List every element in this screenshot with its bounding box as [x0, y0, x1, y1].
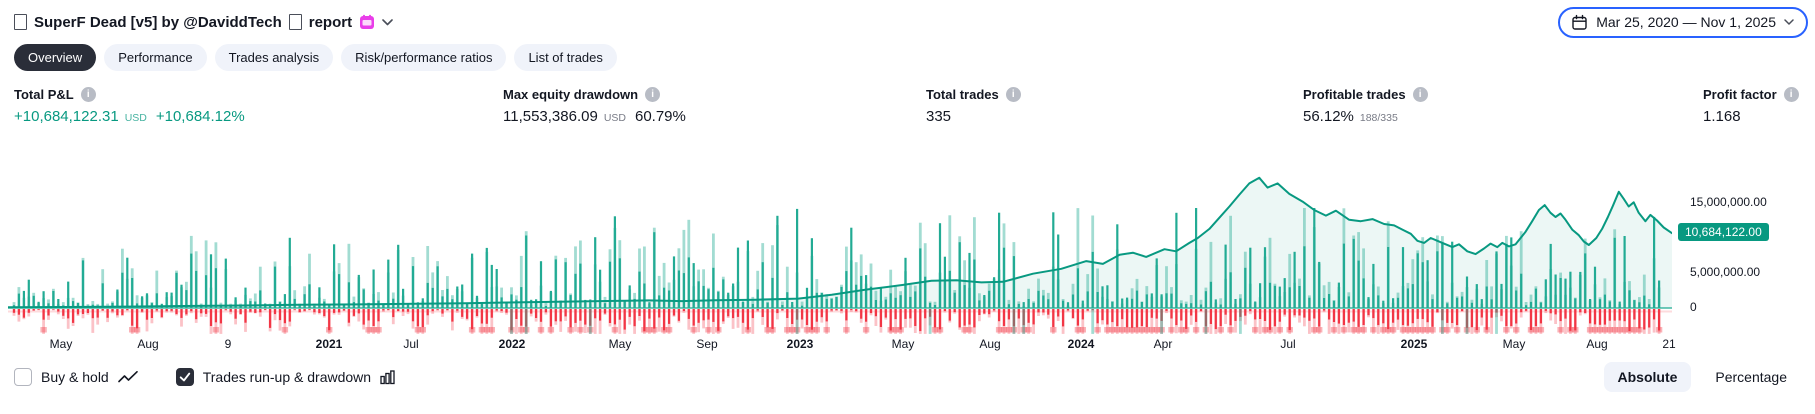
x-axis-label: May	[49, 337, 73, 351]
stat-value-segment: +10,684.12%	[155, 108, 245, 125]
last-value-badge: 10,684,122.00	[1678, 223, 1769, 242]
stats-row: Total P&L i +10,684,122.31 USD +10,684.12% Ma…	[0, 86, 1815, 132]
x-axis-label: Aug	[137, 337, 159, 351]
stat-max-equity-drawdown: Max equity drawdown i 11,553,386.09 USD 60.7…	[503, 86, 686, 125]
stat-value-segment: 11,553,386.09	[503, 108, 598, 125]
stat-value-segment: +10,684,122.31	[14, 108, 119, 125]
tab-performance[interactable]: Performance	[104, 44, 207, 71]
stat-value-segment: USD	[124, 112, 147, 124]
x-axis-label: 2022	[498, 337, 526, 351]
stat-total-trades: Total trades i 335	[926, 86, 1021, 125]
date-range-label: Mar 25, 2020 — Nov 1, 2025	[1596, 14, 1776, 30]
report-calendar-icon[interactable]	[359, 14, 375, 30]
y-axis-label: 5,000,000.00	[1690, 265, 1761, 279]
chevron-down-icon	[1784, 19, 1794, 25]
stat-value-segment: 188/335	[1359, 112, 1398, 124]
percentage-button[interactable]: Percentage	[1701, 362, 1801, 392]
header-row: SuperF Dead [v5] by @DaviddTech report	[14, 5, 1808, 39]
x-axis-label: 21	[1662, 337, 1676, 351]
x-axis-label: Apr	[1153, 337, 1173, 351]
strategy-title-suffix: report	[308, 13, 353, 31]
checkbox-icon	[14, 368, 32, 386]
trades-runup-drawdown-checkbox[interactable]: Trades run-up & drawdown	[175, 368, 395, 386]
y-axis-label: 15,000,000.00	[1690, 195, 1767, 209]
strategy-title-group: SuperF Dead [v5] by @DaviddTech report	[14, 14, 393, 31]
x-axis-label: May	[891, 337, 915, 351]
buy-hold-checkbox[interactable]: Buy & hold	[14, 368, 138, 386]
tab-trades-analysis[interactable]: Trades analysis	[214, 44, 334, 71]
x-axis-label: Aug	[1586, 337, 1608, 351]
checkbox-icon	[175, 368, 194, 386]
date-range-button[interactable]: Mar 25, 2020 — Nov 1, 2025	[1558, 6, 1808, 38]
x-axis-label: Aug	[979, 337, 1001, 351]
x-axis-label: 9	[224, 337, 232, 351]
x-axis-label: 2025	[1400, 337, 1428, 351]
tab-bar: Overview Performance Trades analysis Risk/p…	[14, 44, 617, 71]
display-mode-toggle: Absolute Percentage	[1603, 362, 1802, 392]
missing-glyph-icon	[288, 14, 302, 30]
stat-value-segment: USD	[603, 112, 626, 124]
stat-label: Profit factor	[1703, 87, 1777, 102]
stat-value-segment: 335	[926, 108, 952, 125]
absolute-button[interactable]: Absolute	[1603, 362, 1692, 392]
x-axis: May Aug 9 2021 Jul 2022 May Sep 2023 May Aug 2024 Ap…	[8, 337, 1676, 353]
info-icon[interactable]: i	[1412, 87, 1428, 102]
stat-value-segment: 56.12%	[1303, 108, 1354, 125]
calendar-icon	[1571, 14, 1588, 31]
stat-label: Total P&L	[14, 87, 74, 102]
stat-profitable-trades: Profitable trades i 56.12% 188/335	[1303, 86, 1428, 125]
chart-controls: Buy & hold Trades run-up & drawdown	[14, 360, 1801, 394]
y-axis-label: 0	[1690, 300, 1697, 314]
tab-list-of-trades[interactable]: List of trades	[514, 44, 617, 71]
x-axis-label: May	[1502, 337, 1526, 351]
tab-risk-performance-ratios[interactable]: Risk/performance ratios	[341, 44, 507, 71]
stat-label: Total trades	[926, 87, 999, 102]
equity-chart[interactable]	[8, 148, 1672, 334]
missing-glyph-icon	[14, 14, 27, 30]
stat-profit-factor: Profit factor i 1.168	[1703, 86, 1799, 125]
info-icon[interactable]: i	[645, 87, 661, 102]
x-axis-label: Sep	[696, 337, 718, 351]
tab-overview[interactable]: Overview	[14, 44, 97, 71]
stat-label: Max equity drawdown	[503, 87, 639, 102]
x-axis-label: 2023	[786, 337, 814, 351]
stat-value-segment: 60.79%	[634, 108, 686, 125]
chevron-down-icon[interactable]	[382, 18, 393, 26]
line-chart-icon	[117, 371, 138, 383]
info-icon[interactable]: i	[1005, 87, 1021, 102]
x-axis-label: May	[608, 337, 632, 351]
x-axis-label: 2024	[1067, 337, 1095, 351]
stat-label: Profitable trades	[1303, 87, 1406, 102]
column-chart-icon	[380, 369, 395, 385]
overlay-toggles: Buy & hold Trades run-up & drawdown	[14, 368, 395, 386]
info-icon[interactable]: i	[1783, 87, 1799, 102]
strategy-title: SuperF Dead [v5] by @DaviddTech	[34, 13, 282, 31]
buy-hold-label: Buy & hold	[41, 369, 109, 385]
x-axis-label: Jul	[403, 337, 419, 351]
stat-value-segment: 1.168	[1703, 108, 1741, 125]
stat-total-p-l: Total P&L i +10,684,122.31 USD +10,684.12%	[14, 86, 245, 125]
x-axis-label: 2021	[315, 337, 343, 351]
info-icon[interactable]: i	[80, 87, 96, 102]
trades-runup-drawdown-label: Trades run-up & drawdown	[202, 369, 372, 385]
x-axis-label: Jul	[1280, 337, 1296, 351]
